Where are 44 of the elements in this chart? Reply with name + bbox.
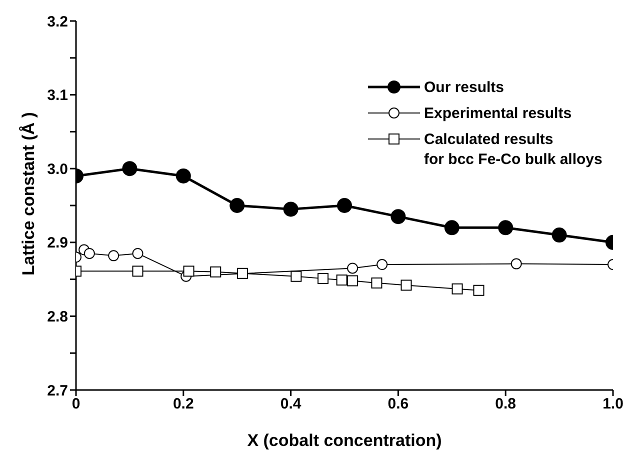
point [108, 250, 120, 262]
y-tick-label: 2.8 [47, 308, 68, 326]
point [318, 273, 329, 284]
x-tick-label: 0.6 [388, 396, 409, 413]
x-tick-label: 0.8 [495, 396, 516, 413]
point [390, 209, 406, 224]
point [132, 266, 144, 277]
point [183, 266, 194, 277]
point [283, 202, 298, 217]
point [236, 268, 248, 279]
legend-label: Our results [424, 78, 504, 98]
point [371, 277, 382, 288]
x-tick-label: 0.4 [280, 396, 302, 413]
point [210, 266, 222, 278]
point [290, 270, 302, 282]
point [444, 220, 460, 236]
point [347, 275, 358, 286]
y-tick-label: 2.9 [47, 234, 68, 252]
x-axis-title: X (cobalt concentration) [247, 431, 442, 450]
point [347, 262, 358, 274]
point [552, 228, 567, 243]
x-tick-label: 0 [72, 396, 80, 413]
point [510, 258, 522, 270]
point [176, 168, 191, 184]
legend-label: Experimental results [424, 104, 572, 124]
point [336, 274, 348, 286]
point [337, 198, 352, 213]
legend-label: Calculated results for bcc Fe-Co bulk alloys [424, 130, 602, 170]
y-tick-label: 3.1 [47, 87, 68, 104]
x-tick-label: 0.2 [172, 396, 194, 413]
y-tick-label: 2.7 [47, 382, 68, 400]
y-tick-label: 3.2 [47, 13, 68, 30]
point [376, 259, 388, 270]
point [132, 248, 144, 259]
point [122, 161, 138, 176]
point [452, 283, 463, 294]
x-tick-label: 1.0 [602, 396, 624, 413]
point [84, 248, 95, 259]
point [400, 280, 412, 291]
y-tick-label: 3.0 [47, 160, 68, 178]
point [230, 198, 245, 213]
point [498, 220, 514, 236]
point [473, 284, 484, 296]
y-axis-title: Lattice constant (Å ) [19, 112, 38, 276]
